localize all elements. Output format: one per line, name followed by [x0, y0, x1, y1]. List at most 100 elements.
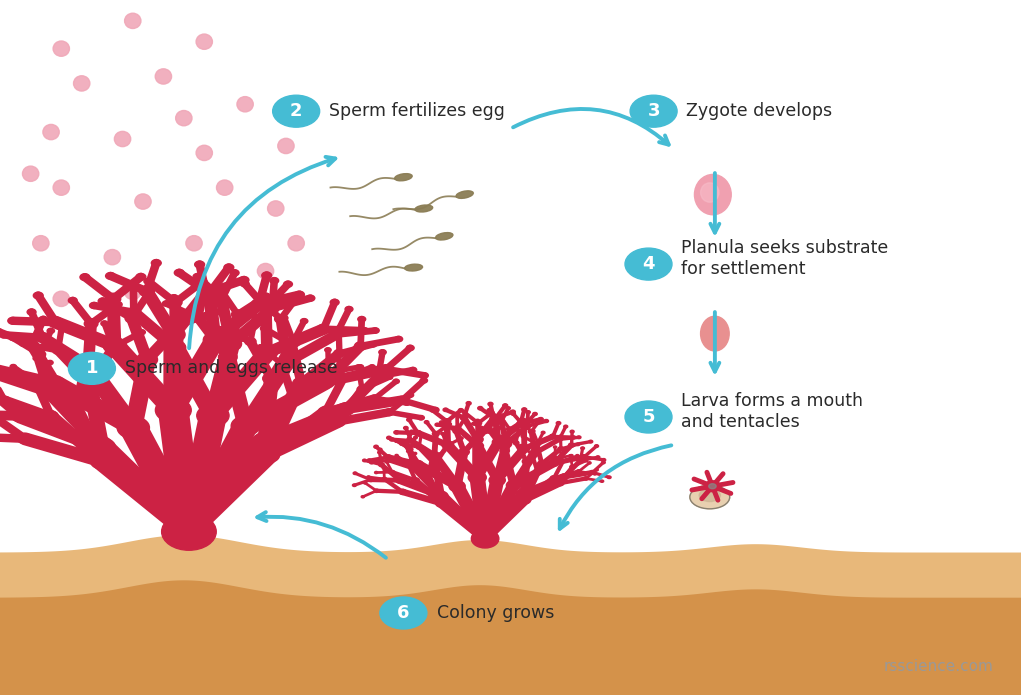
Circle shape — [276, 361, 287, 368]
Circle shape — [471, 435, 483, 443]
Circle shape — [263, 373, 281, 384]
Circle shape — [372, 328, 379, 333]
Circle shape — [355, 365, 361, 369]
Circle shape — [370, 461, 374, 464]
Circle shape — [43, 387, 60, 399]
Circle shape — [489, 416, 498, 421]
Circle shape — [432, 407, 439, 412]
Circle shape — [199, 288, 214, 298]
Circle shape — [47, 361, 53, 365]
Circle shape — [257, 345, 264, 349]
Circle shape — [10, 364, 16, 369]
Circle shape — [403, 401, 411, 405]
Circle shape — [460, 415, 468, 420]
Circle shape — [571, 436, 575, 439]
Ellipse shape — [53, 291, 70, 306]
Circle shape — [429, 452, 439, 459]
Circle shape — [600, 480, 604, 482]
Circle shape — [378, 448, 382, 451]
Circle shape — [362, 459, 367, 461]
Circle shape — [318, 325, 327, 329]
Circle shape — [104, 355, 111, 360]
Circle shape — [468, 471, 486, 484]
Circle shape — [526, 411, 530, 414]
Text: 5: 5 — [642, 408, 654, 426]
Circle shape — [575, 455, 579, 457]
Circle shape — [449, 481, 465, 492]
Circle shape — [105, 294, 121, 304]
Circle shape — [31, 379, 41, 386]
Circle shape — [339, 375, 348, 382]
Circle shape — [306, 295, 314, 301]
Circle shape — [259, 303, 272, 312]
Circle shape — [152, 260, 161, 266]
Circle shape — [361, 496, 365, 498]
Ellipse shape — [33, 236, 49, 251]
Circle shape — [523, 424, 530, 429]
Circle shape — [105, 272, 116, 279]
Circle shape — [0, 396, 10, 403]
FancyArrowPatch shape — [711, 312, 719, 372]
Circle shape — [80, 274, 90, 281]
Circle shape — [478, 407, 482, 410]
Circle shape — [462, 418, 467, 420]
Circle shape — [493, 438, 504, 446]
Circle shape — [360, 328, 369, 334]
Circle shape — [410, 368, 417, 373]
Circle shape — [455, 413, 460, 416]
Circle shape — [511, 412, 515, 416]
Circle shape — [295, 291, 304, 298]
Circle shape — [382, 467, 385, 469]
Circle shape — [9, 336, 16, 341]
Circle shape — [424, 473, 432, 478]
Circle shape — [364, 482, 367, 484]
Circle shape — [602, 459, 605, 461]
Circle shape — [197, 404, 229, 427]
Circle shape — [117, 417, 150, 439]
Circle shape — [492, 416, 500, 421]
Circle shape — [251, 433, 279, 452]
Circle shape — [521, 435, 525, 438]
Circle shape — [487, 430, 494, 434]
Circle shape — [125, 313, 138, 323]
Circle shape — [34, 350, 46, 358]
Circle shape — [0, 332, 8, 338]
Circle shape — [513, 441, 519, 445]
Circle shape — [556, 422, 561, 425]
Polygon shape — [475, 517, 495, 539]
Circle shape — [475, 420, 481, 425]
Circle shape — [231, 310, 244, 318]
Ellipse shape — [690, 485, 730, 509]
Circle shape — [466, 402, 471, 405]
Circle shape — [8, 373, 14, 377]
Circle shape — [369, 365, 376, 369]
Circle shape — [429, 457, 434, 460]
Circle shape — [431, 461, 439, 467]
Circle shape — [412, 478, 420, 483]
Circle shape — [475, 419, 480, 423]
Circle shape — [595, 445, 599, 448]
Circle shape — [352, 484, 356, 486]
Circle shape — [58, 323, 66, 329]
Text: 2: 2 — [290, 102, 302, 120]
Circle shape — [272, 95, 319, 127]
Circle shape — [204, 332, 226, 348]
Circle shape — [162, 327, 185, 343]
Circle shape — [220, 337, 242, 351]
Circle shape — [293, 342, 299, 346]
Circle shape — [101, 321, 109, 326]
Circle shape — [0, 372, 4, 379]
Circle shape — [625, 401, 672, 433]
FancyArrowPatch shape — [257, 512, 386, 558]
Circle shape — [490, 416, 495, 419]
Ellipse shape — [288, 236, 304, 251]
Circle shape — [558, 449, 561, 451]
Circle shape — [281, 316, 288, 320]
Circle shape — [162, 513, 216, 550]
Circle shape — [410, 430, 414, 433]
Circle shape — [577, 436, 581, 439]
Circle shape — [252, 299, 266, 309]
Ellipse shape — [53, 180, 70, 195]
Circle shape — [274, 315, 287, 323]
Circle shape — [98, 298, 108, 304]
